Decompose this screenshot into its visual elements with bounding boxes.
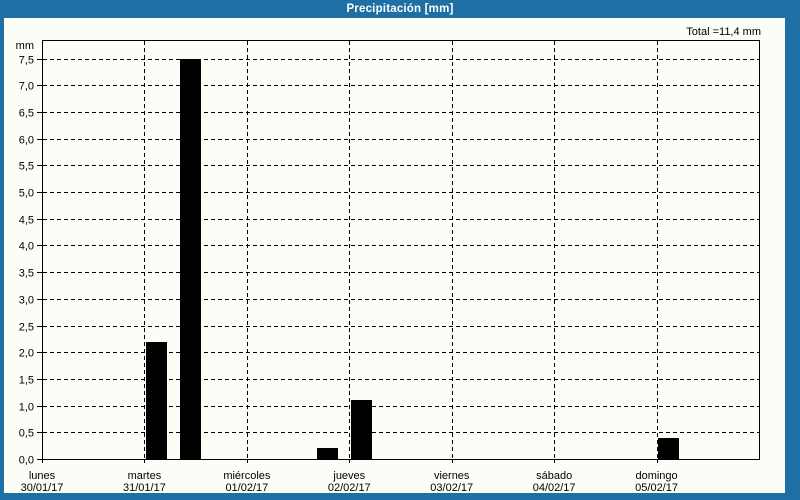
total-label: Total =11,4 mm xyxy=(686,26,761,38)
y-tick-label: 1,5 xyxy=(19,375,34,387)
y-tick-label: 0,0 xyxy=(19,455,34,467)
y-tick-label: 7,5 xyxy=(19,55,34,67)
day-date-label: 30/01/17 xyxy=(21,482,64,493)
precip-bar xyxy=(658,438,679,459)
y-tick-label: 6,0 xyxy=(19,135,34,147)
day-date-label: 05/02/17 xyxy=(635,482,678,493)
y-tick-label: 5,0 xyxy=(19,188,34,200)
chart-title: Precipitación [mm] xyxy=(346,3,454,15)
day-name-label: miércoles xyxy=(223,470,271,482)
y-tick-label: 2,5 xyxy=(19,322,34,334)
y-tick-label: 3,0 xyxy=(19,295,34,307)
y-axis-unit-label: mm xyxy=(16,40,34,52)
precip-bar xyxy=(146,342,167,459)
chart-panel: Total =11,4 mm lunes 30/01/17 martes 31/01/… xyxy=(4,18,785,493)
y-tick-label: 0,5 xyxy=(19,428,34,440)
day-date-label: 01/02/17 xyxy=(225,482,268,493)
precip-bar xyxy=(180,59,201,459)
precip-bar xyxy=(317,448,338,459)
day-date-label: 03/02/17 xyxy=(430,482,473,493)
day-name-label: jueves xyxy=(332,470,365,482)
y-tick-label: 4,0 xyxy=(19,241,34,253)
y-tick-label: 7,0 xyxy=(19,81,34,93)
day-name-label: sábado xyxy=(536,470,572,482)
day-name-label: martes xyxy=(128,470,162,482)
day-date-label: 31/01/17 xyxy=(123,482,166,493)
precip-bar xyxy=(351,400,372,459)
y-tick-label: 4,5 xyxy=(19,215,34,227)
day-date-label: 02/02/17 xyxy=(328,482,371,493)
day-name-label: viernes xyxy=(434,470,470,482)
title-bar: Precipitación [mm] xyxy=(0,0,800,18)
day-date-label: 04/02/17 xyxy=(533,482,576,493)
y-tick-label: 6,5 xyxy=(19,108,34,120)
y-tick-label: 2,0 xyxy=(19,348,34,360)
day-name-label: domingo xyxy=(635,470,677,482)
day-name-label: lunes xyxy=(29,470,56,482)
y-tick-label: 1,0 xyxy=(19,402,34,414)
y-tick-label: 5,5 xyxy=(19,161,34,173)
y-tick-label: 3,5 xyxy=(19,268,34,280)
